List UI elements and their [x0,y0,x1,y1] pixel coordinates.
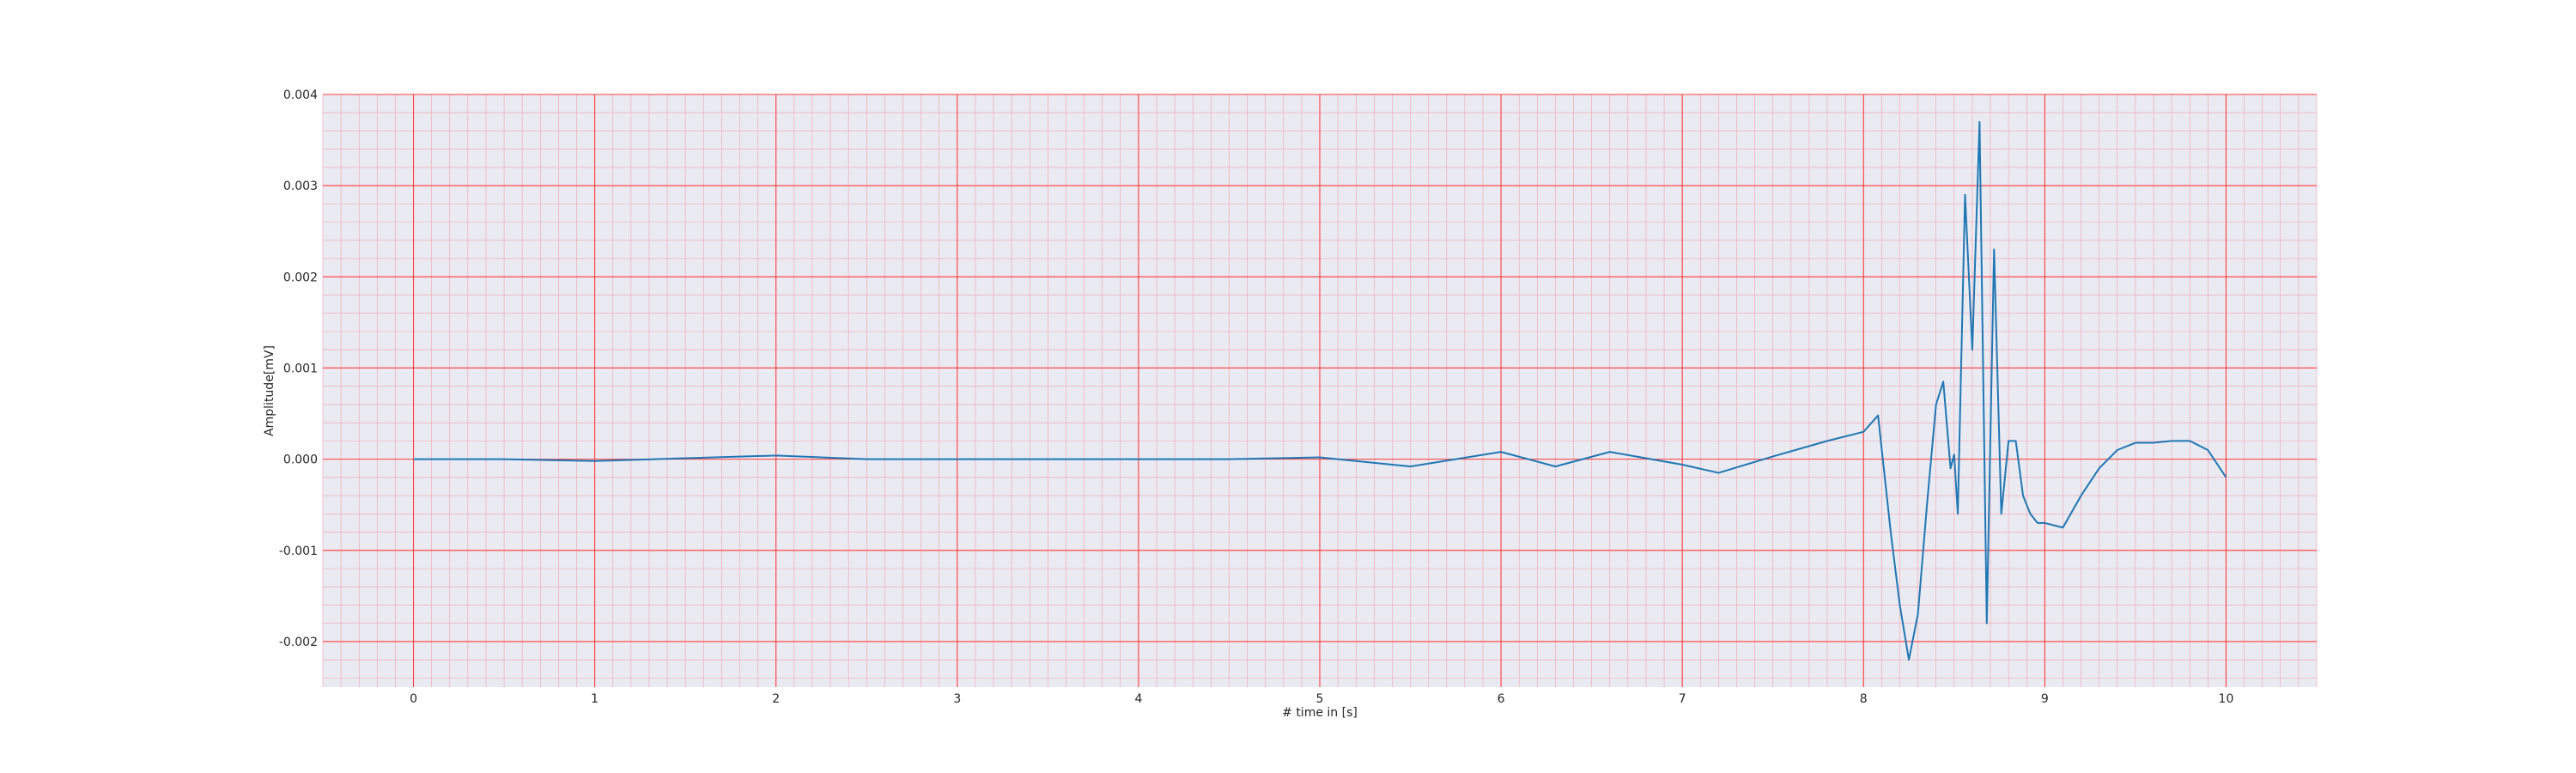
y-tick-label: 0.002 [283,271,318,284]
x-tick-label: 3 [953,692,961,706]
y-axis-label: Amplitude[mV] [263,345,276,436]
y-tick-label: 0.003 [283,180,318,193]
x-tick-label: 7 [1679,692,1686,706]
x-tick-label: 2 [772,692,780,706]
series-layer [413,120,2227,661]
x-tick-label: 1 [591,692,598,706]
y-tick-label: 0.001 [283,362,318,375]
y-tick-label: 0.004 [283,88,318,102]
x-tick-label: 5 [1316,692,1324,706]
x-tick-label: 6 [1498,692,1505,706]
x-tick-label: 4 [1134,692,1142,706]
x-tick-labels: 0 1 2 3 4 5 6 7 8 9 10 [410,692,2233,706]
y-tick-label: 0.000 [283,453,318,467]
x-tick-label: 10 [2219,692,2234,706]
x-tick-label: 0 [410,692,417,706]
series-line-0 [413,120,2227,661]
y-tick-label: -0.001 [279,545,318,558]
x-axis-label: # time in [s] [1282,706,1358,720]
y-tick-label: -0.002 [279,636,318,649]
x-tick-label: 9 [2041,692,2049,706]
x-tick-label: 8 [1860,692,1868,706]
y-tick-labels: -0.002 -0.001 0.000 0.001 0.002 0.003 0.004 [279,88,318,649]
